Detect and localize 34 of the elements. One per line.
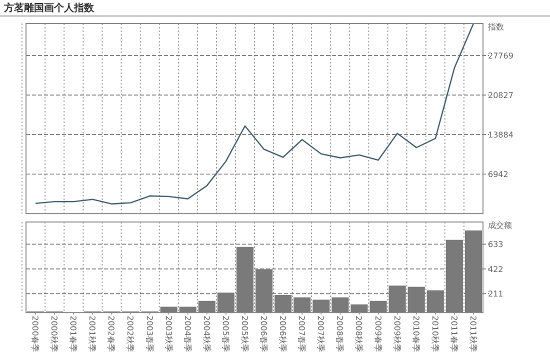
chart-title: 方茗雕国画个人指数 — [3, 2, 95, 14]
y-tick-label: 20827 — [488, 91, 514, 100]
x-tick-label: 2006秋季 — [278, 316, 288, 352]
y-axis-title: 指数 — [487, 22, 504, 32]
x-tick-label: 2011春季 — [449, 316, 458, 352]
x-tick-label: 2009秋季 — [392, 316, 402, 352]
x-tick-label: 2004春季 — [182, 316, 192, 352]
x-tick-label: 2001春季 — [68, 316, 78, 352]
x-tick-label: 2000秋季 — [50, 316, 59, 352]
x-tick-label: 2009春季 — [373, 316, 382, 352]
x-tick-label: 2006春季 — [259, 316, 268, 352]
y-tick-label: 633 — [488, 240, 504, 250]
y-tick-label: 6942 — [488, 170, 508, 180]
y-tick-label: 13884 — [488, 130, 514, 140]
y-tick-label: 27769 — [488, 52, 514, 61]
x-tick-label: 2008秋季 — [354, 316, 364, 352]
x-tick-label: 2004秋季 — [202, 316, 211, 352]
y-tick-label: 422 — [488, 264, 504, 274]
x-tick-label: 2007春季 — [297, 316, 306, 352]
x-tick-label: 2001秋季 — [88, 316, 97, 352]
x-tick-label: 2007秋季 — [316, 316, 326, 352]
y-tick-label: 211 — [488, 290, 504, 299]
x-tick-label: 2010秋季 — [430, 316, 440, 352]
x-tick-label: 2005春季 — [220, 316, 230, 352]
x-tick-label: 2000春季 — [30, 316, 40, 352]
x-tick-label: 2005秋季 — [240, 316, 249, 352]
x-tick-label: 2010春季 — [411, 316, 420, 352]
x-tick-label: 2008春季 — [335, 316, 344, 352]
x-tick-label: 2002春季 — [106, 316, 116, 352]
y-axis-title: 成交额 — [488, 221, 512, 230]
x-tick-label: 2003春季 — [144, 316, 154, 352]
x-tick-label: 2003秋季 — [164, 316, 173, 352]
x-tick-label: 2011秋季 — [468, 316, 478, 352]
x-tick-label: 2002秋季 — [126, 316, 135, 352]
